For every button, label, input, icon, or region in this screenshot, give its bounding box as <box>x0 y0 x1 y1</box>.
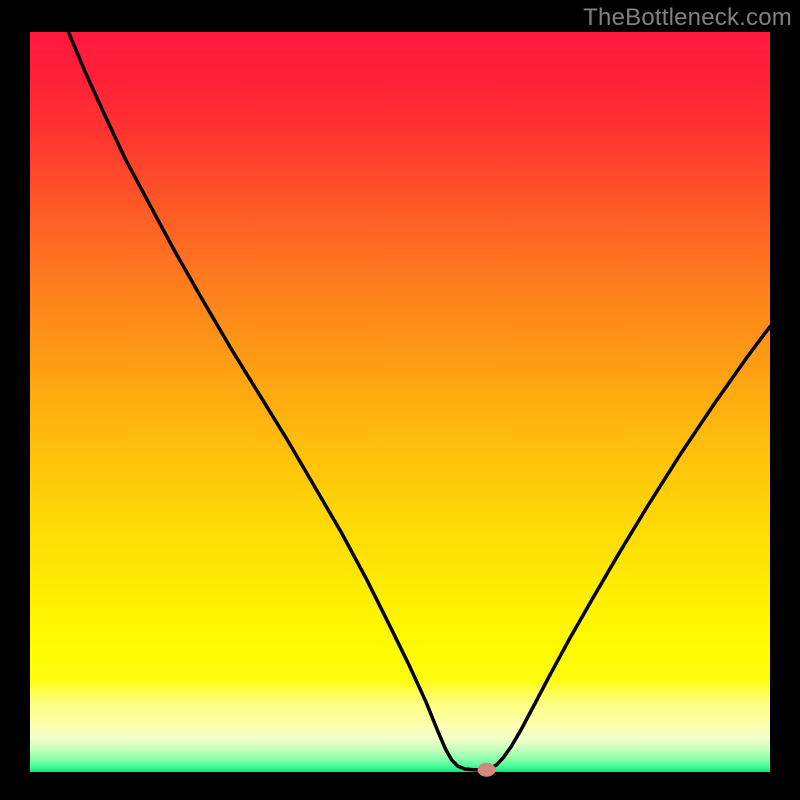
plot-background <box>30 32 770 772</box>
bottleneck-chart-frame: TheBottleneck.com <box>0 0 800 800</box>
optimum-marker <box>478 763 496 777</box>
bottleneck-chart-svg <box>0 0 800 800</box>
watermark-label: TheBottleneck.com <box>583 4 792 32</box>
